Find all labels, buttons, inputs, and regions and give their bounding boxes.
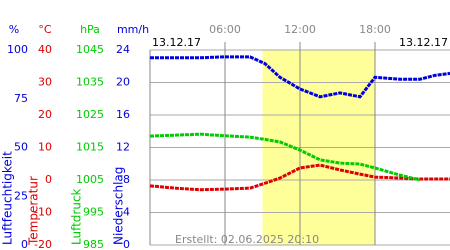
series-line (150, 55, 450, 99)
y-tick-label: 0 (45, 173, 52, 186)
axis-name: Niederschlag (112, 167, 126, 245)
series-line (149, 132, 421, 182)
y-tick-label: 995 (83, 206, 104, 219)
y-tick-label: 16 (116, 108, 130, 121)
axis-unit: °C (38, 23, 52, 36)
y-tick-label: 8 (123, 173, 130, 186)
y-tick-label: 1005 (76, 173, 104, 186)
y-tick-label: 30 (38, 76, 52, 89)
y-tick-label: 20 (116, 76, 130, 89)
axis-unit: hPa (80, 23, 100, 36)
y-tick-label: 20 (38, 108, 52, 121)
x-tick-label: 12:00 (284, 23, 316, 36)
date-left: 13.12.17 (152, 36, 201, 49)
y-tick-label: 75 (14, 92, 28, 105)
date-right: 13.12.17 (399, 36, 448, 49)
axis-name: Luftdruck (70, 188, 84, 245)
x-tick-label: 06:00 (209, 23, 241, 36)
y-tick-label: 1025 (76, 108, 104, 121)
y-tick-label: 24 (116, 43, 130, 56)
axis-name: Luftfeuchtigkeit (1, 151, 15, 245)
y-tick-label: 1015 (76, 141, 104, 154)
y-tick-label: 0 (123, 238, 130, 250)
x-tick-label: 18:00 (359, 23, 391, 36)
y-tick-label: 4 (123, 206, 130, 219)
footer: Erstellt: 02.06.2025 20:10 (175, 233, 319, 246)
y-tick-label: 1045 (76, 43, 104, 56)
axis-unit: mm/h (117, 23, 149, 36)
y-tick-label: 12 (116, 141, 130, 154)
y-tick-label: 40 (38, 43, 52, 56)
y-tick-label: 10 (38, 141, 52, 154)
y-tick-label: 985 (83, 238, 104, 250)
axis-unit: % (9, 23, 19, 36)
y-tick-label: 1035 (76, 76, 104, 89)
y-tick-label: -20 (34, 238, 52, 250)
axis-name: Temperatur (27, 176, 41, 246)
y-tick-label: -10 (34, 206, 52, 219)
y-tick-label: 50 (14, 141, 28, 154)
y-tick-label: 0 (21, 238, 28, 250)
y-tick-label: 100 (7, 43, 28, 56)
y-tick-label: 25 (14, 189, 28, 202)
